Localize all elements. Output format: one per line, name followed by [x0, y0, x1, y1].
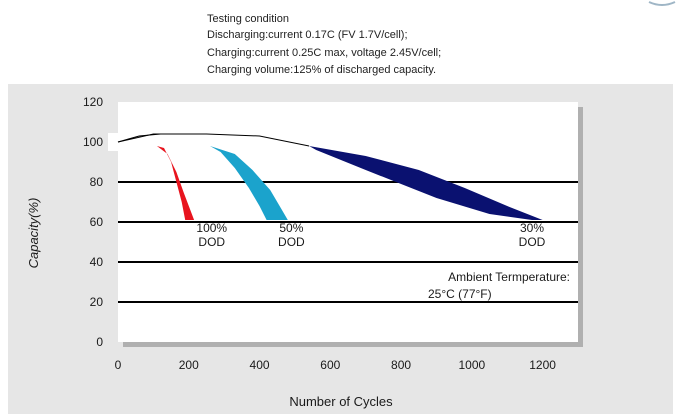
- condition-heading: Testing condition: [207, 13, 289, 25]
- x-axis-label: Number of Cycles: [289, 394, 393, 409]
- x-tick-200: 200: [179, 358, 199, 372]
- x-tick-1000: 1000: [458, 358, 485, 372]
- corner-swoosh-icon: [648, 1, 676, 6]
- y-axis-label: Capacity(%): [26, 198, 41, 269]
- white-band-100: [108, 133, 578, 151]
- y-tick-20: 20: [90, 295, 104, 309]
- band-100-rect: [108, 133, 578, 151]
- series-label-2-line-2: DOD: [278, 235, 305, 249]
- series-label-1-line-2: DOD: [198, 235, 225, 249]
- series-area-2: [210, 146, 288, 220]
- series-area-1: [156, 146, 195, 220]
- initial-capacity-curve: [117, 133, 310, 147]
- y-tick-120: 120: [83, 95, 103, 109]
- series-label-3-line-1: 30%: [520, 221, 544, 235]
- ambient-label: Ambient Termperature:: [448, 270, 570, 284]
- x-tick-0: 0: [115, 358, 122, 372]
- x-tick-1200: 1200: [529, 358, 556, 372]
- condition-line-1: Discharging:current 0.17C (FV 1.7V/cell)…: [207, 29, 408, 41]
- x-tick-400: 400: [250, 358, 270, 372]
- x-tick-labels: 0 200 400 600 800 1000 1200: [115, 358, 557, 372]
- series-area-3: [309, 146, 543, 220]
- initial-curve-2: [117, 133, 189, 143]
- series-label-2-line-1: 50%: [279, 221, 303, 235]
- y-tick-60: 60: [90, 215, 104, 229]
- y-tick-labels: 0 20 40 60 80 100 120: [83, 95, 103, 349]
- x-tick-600: 600: [320, 358, 340, 372]
- y-tick-100: 100: [83, 135, 103, 149]
- condition-line-2: Charging:current 0.25C max, voltage 2.45…: [207, 47, 442, 59]
- series-label-1-line-1: 100%: [196, 221, 227, 235]
- x-tick-800: 800: [391, 358, 411, 372]
- y-tick-40: 40: [90, 255, 104, 269]
- gridlines: [118, 181, 578, 303]
- condition-line-3: Charging volume:125% of discharged capac…: [207, 64, 437, 76]
- series-label-3-line-2: DOD: [519, 235, 546, 249]
- y-tick-80: 80: [90, 175, 104, 189]
- series-areas: [156, 146, 543, 220]
- y-tick-0: 0: [96, 335, 103, 349]
- ambient-value: 25°C (77°F): [428, 287, 492, 301]
